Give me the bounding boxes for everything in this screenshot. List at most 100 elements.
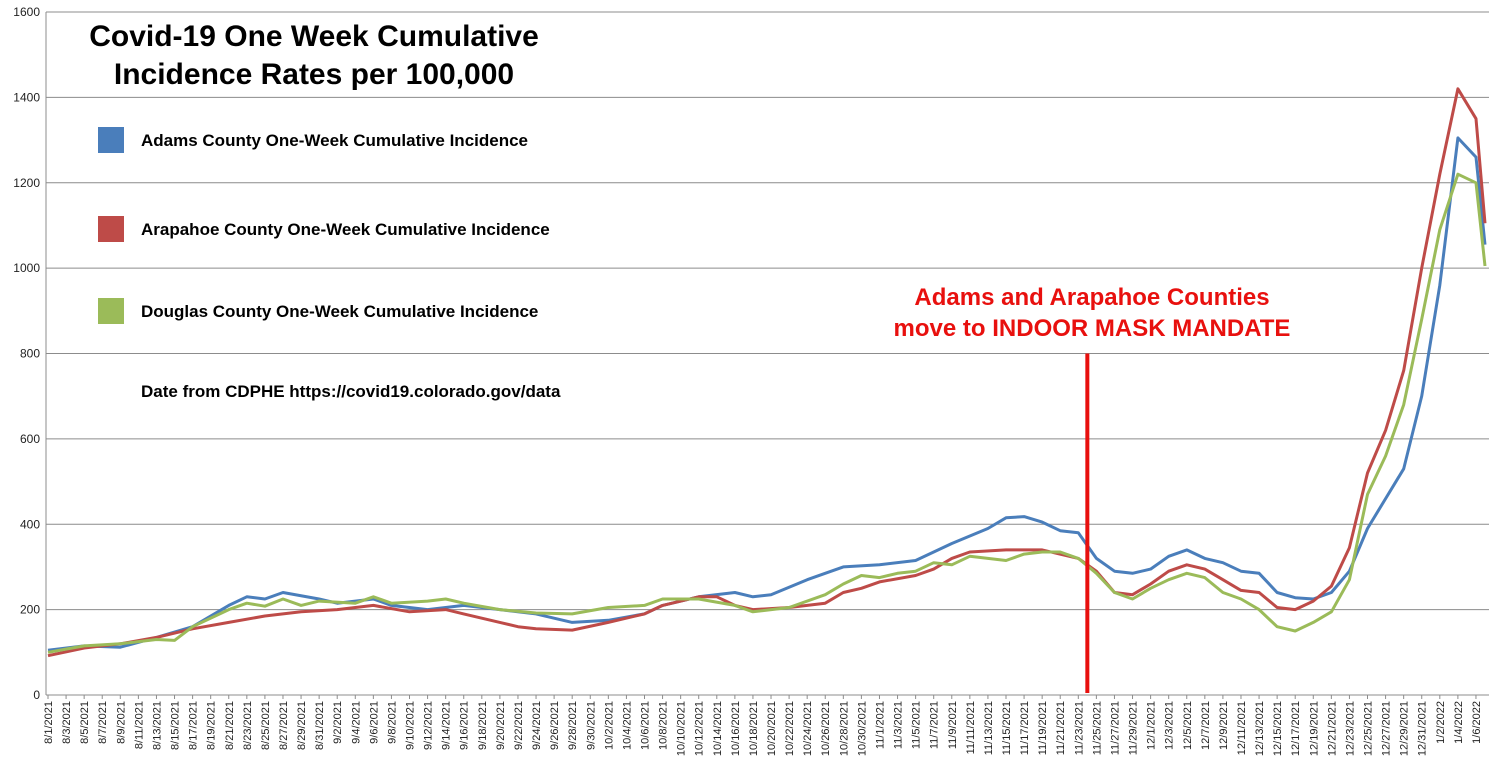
x-tick-label: 12/9/2021 bbox=[1218, 701, 1230, 750]
x-tick-label: 10/16/2021 bbox=[730, 701, 742, 756]
x-tick-label: 9/26/2021 bbox=[549, 701, 561, 750]
y-tick-label: 400 bbox=[20, 517, 40, 531]
x-tick-label: 9/10/2021 bbox=[405, 701, 417, 750]
x-tick-label: 10/6/2021 bbox=[639, 701, 651, 750]
legend-swatch-arapahoe bbox=[98, 216, 124, 242]
x-tick-label: 9/8/2021 bbox=[386, 701, 398, 744]
x-tick-label: 1/2/2022 bbox=[1435, 701, 1447, 744]
x-tick-label: 9/4/2021 bbox=[350, 701, 362, 744]
legend-label-arapahoe: Arapahoe County One-Week Cumulative Inci… bbox=[141, 220, 550, 239]
y-tick-label: 1200 bbox=[13, 176, 40, 190]
x-tick-label: 12/15/2021 bbox=[1272, 701, 1284, 756]
y-tick-label: 1400 bbox=[13, 90, 40, 104]
y-tick-label: 1000 bbox=[13, 261, 40, 275]
x-tick-label: 9/22/2021 bbox=[513, 701, 525, 750]
x-tick-label: 10/18/2021 bbox=[748, 701, 760, 756]
gridlines bbox=[46, 11, 1489, 611]
x-tick-label: 12/3/2021 bbox=[1164, 701, 1176, 750]
y-tick-label: 0 bbox=[33, 688, 40, 702]
y-tick-label: 1600 bbox=[13, 5, 40, 19]
x-tick-label: 11/17/2021 bbox=[1019, 701, 1031, 755]
x-tick-label: 1/6/2022 bbox=[1471, 701, 1483, 744]
x-tick-label: 8/31/2021 bbox=[314, 701, 326, 750]
x-tick-label: 11/13/2021 bbox=[983, 701, 995, 755]
series-lines bbox=[47, 87, 1487, 658]
x-tick-label: 10/24/2021 bbox=[802, 701, 814, 756]
x-tick-label: 12/19/2021 bbox=[1308, 701, 1320, 756]
x-tick-label: 12/29/2021 bbox=[1399, 701, 1411, 756]
x-tick-label: 10/30/2021 bbox=[856, 701, 868, 756]
x-tick-label: 12/5/2021 bbox=[1182, 701, 1194, 750]
x-tick-label: 9/12/2021 bbox=[423, 701, 435, 750]
x-tick-label: 8/13/2021 bbox=[151, 701, 163, 750]
x-tick-label: 10/28/2021 bbox=[838, 701, 850, 756]
x-tick-label: 10/22/2021 bbox=[784, 701, 796, 756]
x-tick-label: 11/15/2021 bbox=[1001, 701, 1013, 755]
chart-title-line-2: Incidence Rates per 100,000 bbox=[114, 58, 514, 91]
annotation-line-1: Adams and Arapahoe Counties bbox=[914, 284, 1269, 311]
legend-swatch-douglas bbox=[98, 298, 124, 324]
y-tick-label: 800 bbox=[20, 347, 40, 361]
x-tick-label: 10/12/2021 bbox=[694, 701, 706, 756]
axes: 0 200 400 600 800 1000 1200 1400 1600 8/1/2021 8/3… bbox=[13, 5, 1489, 756]
x-tick-label: 8/3/2021 bbox=[61, 701, 73, 744]
x-tick-label: 8/23/2021 bbox=[242, 701, 254, 750]
x-tick-label: 8/17/2021 bbox=[188, 701, 200, 750]
x-tick-label: 9/18/2021 bbox=[477, 701, 489, 750]
x-tick-label: 12/27/2021 bbox=[1381, 701, 1393, 756]
legend-swatch-adams bbox=[98, 127, 124, 153]
x-tick-label: 9/20/2021 bbox=[495, 701, 507, 750]
y-tick-label: 600 bbox=[20, 432, 40, 446]
x-tick-label: 9/6/2021 bbox=[368, 701, 380, 744]
x-tick-label: 1/4/2022 bbox=[1453, 701, 1465, 744]
x-tick-label: 11/5/2021 bbox=[911, 701, 923, 749]
x-tick-label: 11/3/2021 bbox=[893, 701, 905, 749]
x-tick-label: 10/20/2021 bbox=[766, 701, 778, 756]
x-tick-label: 12/25/2021 bbox=[1363, 701, 1375, 756]
x-tick-label: 8/27/2021 bbox=[278, 701, 290, 750]
x-tick-label: 11/1/2021 bbox=[874, 701, 886, 749]
x-tick-label: 8/1/2021 bbox=[43, 701, 55, 744]
x-tick-label: 9/30/2021 bbox=[585, 701, 597, 750]
x-tick-label: 9/2/2021 bbox=[332, 701, 344, 744]
annotation-text: Adams and Arapahoe Counties move to INDO… bbox=[894, 284, 1291, 342]
x-tick-label: 12/21/2021 bbox=[1326, 701, 1338, 756]
x-tick-label: 8/21/2021 bbox=[224, 701, 236, 750]
legend-label-douglas: Douglas County One-Week Cumulative Incid… bbox=[141, 302, 538, 321]
series-line-arapahoe bbox=[47, 87, 1487, 658]
x-tick-label: 11/7/2021 bbox=[929, 701, 941, 749]
x-tick-label: 12/7/2021 bbox=[1200, 701, 1212, 750]
x-tick-label: 8/11/2021 bbox=[133, 701, 145, 749]
x-tick-label: 8/29/2021 bbox=[296, 701, 308, 750]
x-tick-label: 10/2/2021 bbox=[603, 701, 615, 750]
x-tick-label: 10/8/2021 bbox=[658, 701, 670, 750]
x-tick-label: 11/9/2021 bbox=[947, 701, 959, 749]
x-tick-label: 9/28/2021 bbox=[567, 701, 579, 750]
y-tick-label: 200 bbox=[20, 603, 40, 617]
legend-label-adams: Adams County One-Week Cumulative Inciden… bbox=[141, 131, 528, 150]
x-tick-label: 10/14/2021 bbox=[712, 701, 724, 756]
x-tick-label: 12/23/2021 bbox=[1344, 701, 1356, 756]
series-line-douglas bbox=[47, 172, 1487, 654]
x-tick-label: 9/24/2021 bbox=[531, 701, 543, 750]
x-tick-label: 11/25/2021 bbox=[1091, 701, 1103, 755]
x-tick-label: 11/19/2021 bbox=[1037, 701, 1049, 755]
source-note: Date from CDPHE https://covid19.colorado… bbox=[141, 382, 561, 401]
chart-title-line-1: Covid-19 One Week Cumulative bbox=[89, 20, 539, 53]
chart-title: Covid-19 One Week Cumulative Incidence R… bbox=[89, 20, 539, 91]
x-tick-label: 8/15/2021 bbox=[170, 701, 182, 750]
x-tick-label: 12/1/2021 bbox=[1146, 701, 1158, 750]
annotation-line-2: move to INDOOR MASK MANDATE bbox=[894, 315, 1291, 342]
x-tick-label: 11/23/2021 bbox=[1073, 701, 1085, 755]
x-tick-label: 9/14/2021 bbox=[441, 701, 453, 750]
x-tick-label: 9/16/2021 bbox=[459, 701, 471, 750]
x-tick-label: 8/9/2021 bbox=[115, 701, 127, 744]
x-tick-label: 10/10/2021 bbox=[676, 701, 688, 756]
x-tick-label: 8/25/2021 bbox=[260, 701, 272, 750]
x-tick-label: 8/19/2021 bbox=[206, 701, 218, 750]
x-tick-label: 12/11/2021 bbox=[1236, 701, 1248, 755]
x-tick-label: 12/13/2021 bbox=[1254, 701, 1266, 756]
x-tick-label: 10/4/2021 bbox=[621, 701, 633, 750]
x-tick-label: 12/17/2021 bbox=[1290, 701, 1302, 756]
x-tick-label: 11/29/2021 bbox=[1128, 701, 1140, 755]
